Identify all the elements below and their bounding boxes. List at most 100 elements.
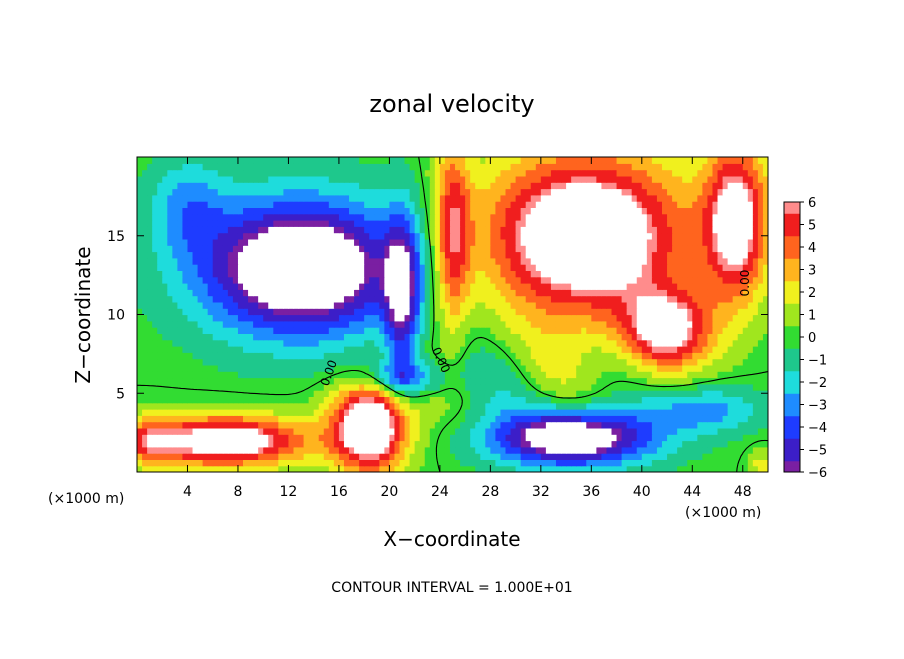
heatmap-cell xyxy=(172,346,178,353)
heatmap-cell xyxy=(207,339,214,347)
heatmap-cell xyxy=(283,251,290,259)
heatmap-cell xyxy=(212,301,219,309)
heatmap-cell xyxy=(429,238,436,246)
heatmap-cell xyxy=(485,232,491,240)
heatmap-cell xyxy=(561,402,567,410)
heatmap-cell xyxy=(460,427,466,435)
heatmap-cell xyxy=(333,232,340,240)
heatmap-cell xyxy=(152,371,158,379)
heatmap-cell xyxy=(217,352,224,360)
heatmap-cell xyxy=(611,257,618,265)
heatmap-cell xyxy=(732,421,739,429)
heatmap-cell xyxy=(232,320,239,328)
heatmap-cell xyxy=(419,364,426,372)
heatmap-cell xyxy=(465,232,471,240)
heatmap-cell xyxy=(318,333,325,341)
heatmap-cell xyxy=(369,320,375,328)
heatmap-cell xyxy=(636,434,643,442)
heatmap-cell xyxy=(137,270,143,278)
heatmap-cell xyxy=(727,289,734,297)
heatmap-cell xyxy=(152,434,158,442)
heatmap-cell xyxy=(172,358,178,366)
heatmap-cell xyxy=(737,339,744,347)
heatmap-cell xyxy=(677,232,683,240)
heatmap-cell xyxy=(636,364,643,372)
heatmap-cell xyxy=(470,276,476,284)
heatmap-cell xyxy=(222,402,229,410)
heatmap-cell xyxy=(757,459,764,467)
heatmap-cell xyxy=(333,409,340,416)
heatmap-cell xyxy=(606,220,613,227)
heatmap-cell xyxy=(444,352,451,360)
heatmap-cell xyxy=(495,377,502,385)
heatmap-cell xyxy=(606,327,613,334)
heatmap-cell xyxy=(460,465,466,472)
heatmap-cell xyxy=(702,339,709,347)
heatmap-cell xyxy=(601,226,608,234)
heatmap-cell xyxy=(540,308,547,316)
heatmap-cell xyxy=(449,251,456,259)
heatmap-cell xyxy=(747,301,754,309)
heatmap-cell xyxy=(318,238,325,246)
heatmap-cell xyxy=(253,220,259,227)
heatmap-cell xyxy=(409,257,416,265)
heatmap-cell xyxy=(313,434,320,442)
heatmap-cell xyxy=(475,390,481,397)
heatmap-cell xyxy=(515,358,522,366)
heatmap-cell xyxy=(318,320,325,328)
heatmap-cell xyxy=(470,270,476,278)
heatmap-cell xyxy=(525,283,532,290)
heatmap-cell xyxy=(707,421,714,429)
heatmap-cell xyxy=(409,352,416,360)
heatmap-cell xyxy=(328,232,335,240)
heatmap-cell xyxy=(752,283,759,290)
heatmap-cell xyxy=(222,283,229,290)
heatmap-cell xyxy=(212,352,219,360)
heatmap-cell xyxy=(535,301,542,309)
heatmap-cell xyxy=(237,402,244,410)
heatmap-cell xyxy=(732,220,739,227)
heatmap-cell xyxy=(429,383,436,391)
heatmap-cell xyxy=(338,339,345,347)
heatmap-cell xyxy=(227,264,234,271)
heatmap-cell xyxy=(343,226,350,234)
heatmap-cell xyxy=(328,390,335,397)
heatmap-cell xyxy=(308,257,315,265)
heatmap-cell xyxy=(374,371,380,379)
heatmap-cell xyxy=(237,390,244,397)
heatmap-cell xyxy=(449,327,456,334)
heatmap-cell xyxy=(263,446,269,454)
heatmap-cell xyxy=(419,264,426,271)
heatmap-cell xyxy=(359,396,365,404)
heatmap-cell xyxy=(328,283,335,290)
heatmap-cell xyxy=(207,276,214,284)
heatmap-cell xyxy=(409,270,416,278)
heatmap-cell xyxy=(525,440,532,448)
heatmap-cell xyxy=(732,346,739,353)
heatmap-cell xyxy=(571,434,577,442)
heatmap-cell xyxy=(192,220,199,227)
heatmap-cell xyxy=(707,251,714,259)
heatmap-cell xyxy=(137,377,143,385)
heatmap-cell xyxy=(747,276,754,284)
heatmap-cell xyxy=(520,459,527,467)
heatmap-cell xyxy=(187,415,194,423)
heatmap-cell xyxy=(631,377,638,385)
heatmap-cell xyxy=(520,339,527,347)
heatmap-cell xyxy=(212,270,219,278)
heatmap-cell xyxy=(399,301,406,309)
heatmap-cell xyxy=(641,238,648,246)
heatmap-cell xyxy=(581,257,587,265)
heatmap-cell xyxy=(243,409,249,416)
heatmap-cell xyxy=(656,308,663,316)
heatmap-cell xyxy=(293,352,300,360)
heatmap-cell xyxy=(566,245,572,253)
heatmap-cell xyxy=(596,453,603,460)
heatmap-cell xyxy=(369,364,375,372)
heatmap-cell xyxy=(444,220,451,227)
heatmap-cell xyxy=(661,320,668,328)
heatmap-cell xyxy=(762,434,768,442)
heatmap-cell xyxy=(601,377,608,385)
heatmap-cell xyxy=(243,446,249,454)
heatmap-cell xyxy=(566,371,572,379)
